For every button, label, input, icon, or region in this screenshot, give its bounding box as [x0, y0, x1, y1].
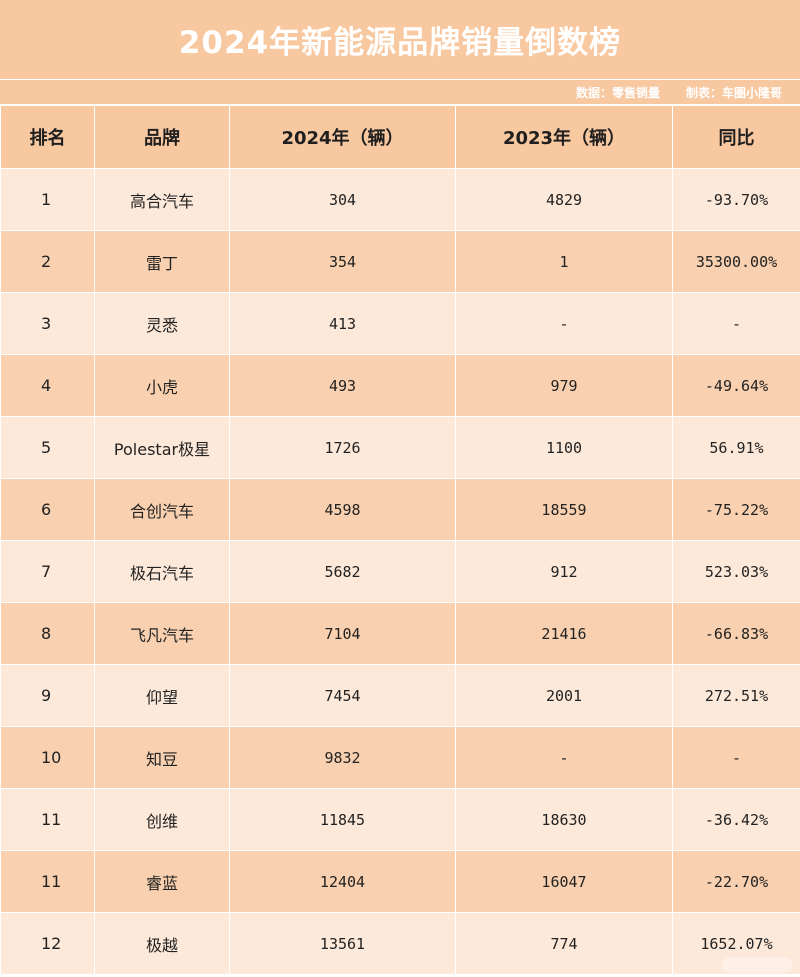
page-title: 2024年新能源品牌销量倒数榜	[178, 25, 622, 61]
brand-cell: 小虎	[94, 354, 230, 417]
yoy-cell: 523.03%	[672, 540, 800, 603]
table-row: 10 知豆 9832 - -	[0, 726, 800, 789]
yoy-cell: 1652.07%	[672, 912, 800, 975]
sales-ranking-table: 排名 品牌 2024年（辆） 2023年（辆） 同比 1 高合汽车 304 48…	[0, 105, 800, 975]
brand-cell: 极石汽车	[94, 540, 230, 603]
sales-2024-cell: 7104	[229, 602, 456, 665]
title-bar: 2024年新能源品牌销量倒数榜	[0, 0, 800, 80]
sales-2024-cell: 493	[229, 354, 456, 417]
rank-cell: 2	[0, 230, 95, 293]
sales-2023-cell: 4829	[455, 168, 673, 231]
source-bar: 数据：零售销量 制表：车圈小隆哥	[0, 80, 800, 105]
rank-cell: 1	[0, 168, 95, 231]
table-row: 11 创维 11845 18630 -36.42%	[0, 788, 800, 851]
table-maker-note: 制表：车圈小隆哥	[685, 85, 782, 100]
sales-2024-cell: 9832	[229, 726, 456, 789]
table-row: 4 小虎 493 979 -49.64%	[0, 354, 800, 417]
rank-cell: 8	[0, 602, 95, 665]
rank-cell: 6	[0, 478, 95, 541]
header-rank: 排名	[0, 105, 95, 169]
table-header-row: 排名 品牌 2024年（辆） 2023年（辆） 同比	[0, 105, 800, 169]
yoy-cell: -	[672, 292, 800, 355]
rank-cell: 11	[0, 788, 95, 851]
brand-cell: 飞凡汽车	[94, 602, 230, 665]
yoy-cell: -93.70%	[672, 168, 800, 231]
table-row: 6 合创汽车 4598 18559 -75.22%	[0, 478, 800, 541]
table-row: 2 雷丁 354 1 35300.00%	[0, 230, 800, 293]
rank-cell: 4	[0, 354, 95, 417]
sales-2023-cell: 1100	[455, 416, 673, 479]
sales-2023-cell: -	[455, 726, 673, 789]
sales-2023-cell: 774	[455, 912, 673, 975]
header-sales-2024: 2024年（辆）	[229, 105, 456, 169]
sales-2024-cell: 1726	[229, 416, 456, 479]
yoy-cell: -75.22%	[672, 478, 800, 541]
yoy-cell: 56.91%	[672, 416, 800, 479]
sales-2024-cell: 304	[229, 168, 456, 231]
sales-2024-cell: 413	[229, 292, 456, 355]
sales-2024-cell: 13561	[229, 912, 456, 975]
brand-cell: Polestar极星	[94, 416, 230, 479]
sales-2023-cell: 1	[455, 230, 673, 293]
rank-cell: 3	[0, 292, 95, 355]
table-row: 11 睿蓝 12404 16047 -22.70%	[0, 850, 800, 913]
sales-2023-cell: 18630	[455, 788, 673, 851]
table-row: 8 飞凡汽车 7104 21416 -66.83%	[0, 602, 800, 665]
sales-2024-cell: 5682	[229, 540, 456, 603]
brand-cell: 灵悉	[94, 292, 230, 355]
brand-cell: 高合汽车	[94, 168, 230, 231]
rank-cell: 10	[0, 726, 95, 789]
table-row: 7 极石汽车 5682 912 523.03%	[0, 540, 800, 603]
yoy-cell: -66.83%	[672, 602, 800, 665]
yoy-cell: -22.70%	[672, 850, 800, 913]
yoy-cell: 35300.00%	[672, 230, 800, 293]
brand-cell: 睿蓝	[94, 850, 230, 913]
rank-cell: 5	[0, 416, 95, 479]
table-row: 1 高合汽车 304 4829 -93.70%	[0, 168, 800, 231]
header-brand: 品牌	[94, 105, 230, 169]
watermark-overlay	[722, 957, 792, 973]
yoy-cell: -36.42%	[672, 788, 800, 851]
yoy-cell: -	[672, 726, 800, 789]
header-sales-2023: 2023年（辆）	[455, 105, 673, 169]
table-row: 5 Polestar极星 1726 1100 56.91%	[0, 416, 800, 479]
brand-cell: 创维	[94, 788, 230, 851]
brand-cell: 仰望	[94, 664, 230, 727]
sales-2024-cell: 11845	[229, 788, 456, 851]
sales-2024-cell: 354	[229, 230, 456, 293]
yoy-cell: -49.64%	[672, 354, 800, 417]
brand-cell: 雷丁	[94, 230, 230, 293]
table-row: 3 灵悉 413 - -	[0, 292, 800, 355]
sales-2023-cell: 979	[455, 354, 673, 417]
data-source-note: 数据：零售销量	[575, 85, 660, 100]
brand-cell: 极越	[94, 912, 230, 975]
sales-2023-cell: 18559	[455, 478, 673, 541]
rank-cell: 11	[0, 850, 95, 913]
sales-2023-cell: 2001	[455, 664, 673, 727]
sales-2024-cell: 7454	[229, 664, 456, 727]
sales-2023-cell: 16047	[455, 850, 673, 913]
sales-2024-cell: 4598	[229, 478, 456, 541]
rank-cell: 7	[0, 540, 95, 603]
yoy-cell: 272.51%	[672, 664, 800, 727]
rank-cell: 9	[0, 664, 95, 727]
table-row: 12 极越 13561 774 1652.07%	[0, 912, 800, 975]
brand-cell: 知豆	[94, 726, 230, 789]
header-yoy: 同比	[672, 105, 800, 169]
sales-2024-cell: 12404	[229, 850, 456, 913]
sales-2023-cell: -	[455, 292, 673, 355]
sales-2023-cell: 21416	[455, 602, 673, 665]
brand-cell: 合创汽车	[94, 478, 230, 541]
table-row: 9 仰望 7454 2001 272.51%	[0, 664, 800, 727]
sales-2023-cell: 912	[455, 540, 673, 603]
rank-cell: 12	[0, 912, 95, 975]
